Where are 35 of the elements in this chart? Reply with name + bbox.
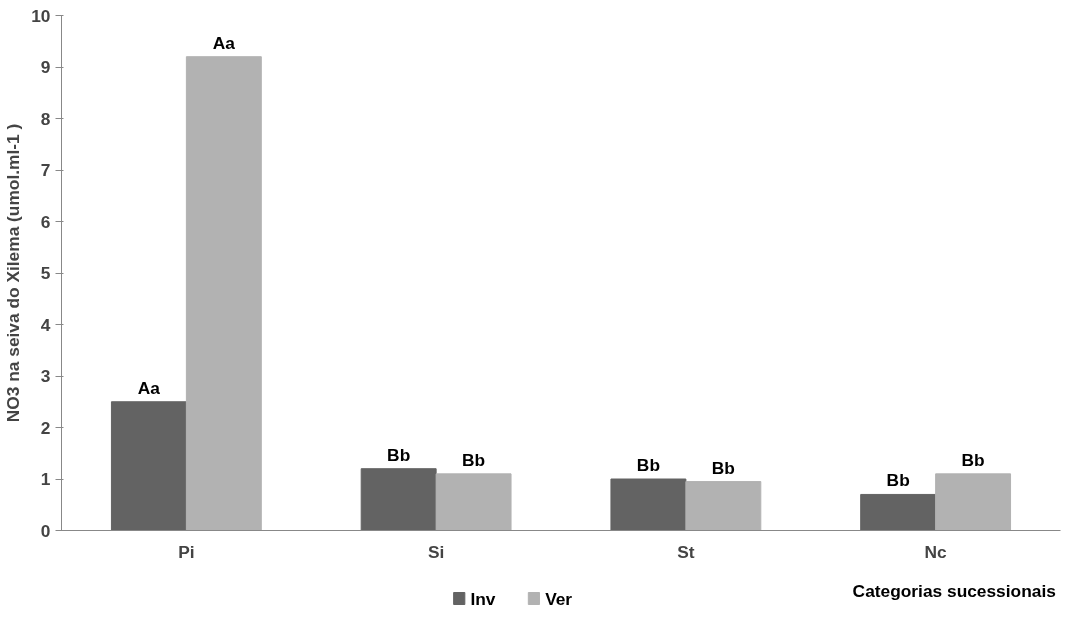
bar <box>360 468 437 531</box>
legend-label: Ver <box>545 588 573 609</box>
x-tick-label: Si <box>427 541 445 562</box>
y-tick-label: 7 <box>40 160 51 180</box>
y-tick-label: 0 <box>40 520 51 541</box>
y-tick-label: 1 <box>40 469 51 489</box>
data-label: Aa <box>137 377 161 398</box>
data-label: Bb <box>961 449 985 470</box>
bar <box>435 473 512 531</box>
bar <box>110 401 187 531</box>
y-axis-title: NO3 na seiva do Xilema (umol.ml-1 ) <box>3 123 24 423</box>
data-label: Bb <box>462 449 486 470</box>
x-tick-label: Nc <box>924 541 948 562</box>
y-tick-label: 8 <box>40 108 51 129</box>
y-tick-label: 3 <box>40 366 51 386</box>
data-label: Bb <box>636 455 660 475</box>
y-tick-label: 6 <box>40 211 51 232</box>
data-label: Bb <box>886 470 910 491</box>
data-label: Bb <box>387 444 411 465</box>
x-axis-title: Categorias sucessionais <box>852 580 1056 601</box>
bar <box>685 481 762 531</box>
bar <box>860 493 937 531</box>
data-label: Aa <box>212 32 236 53</box>
y-tick-label: 4 <box>40 314 51 335</box>
x-tick-label: Pi <box>178 541 195 562</box>
y-tick-label: 5 <box>40 263 51 283</box>
y-tick-label: 2 <box>40 417 51 438</box>
bar <box>935 473 1012 531</box>
x-tick-label: St <box>677 541 695 562</box>
legend-label: Inv <box>470 588 496 609</box>
y-tick-label: 9 <box>40 57 51 77</box>
bar <box>185 56 262 531</box>
y-tick-label: 10 <box>31 5 51 26</box>
bar <box>610 478 687 531</box>
data-label: Bb <box>711 457 735 478</box>
